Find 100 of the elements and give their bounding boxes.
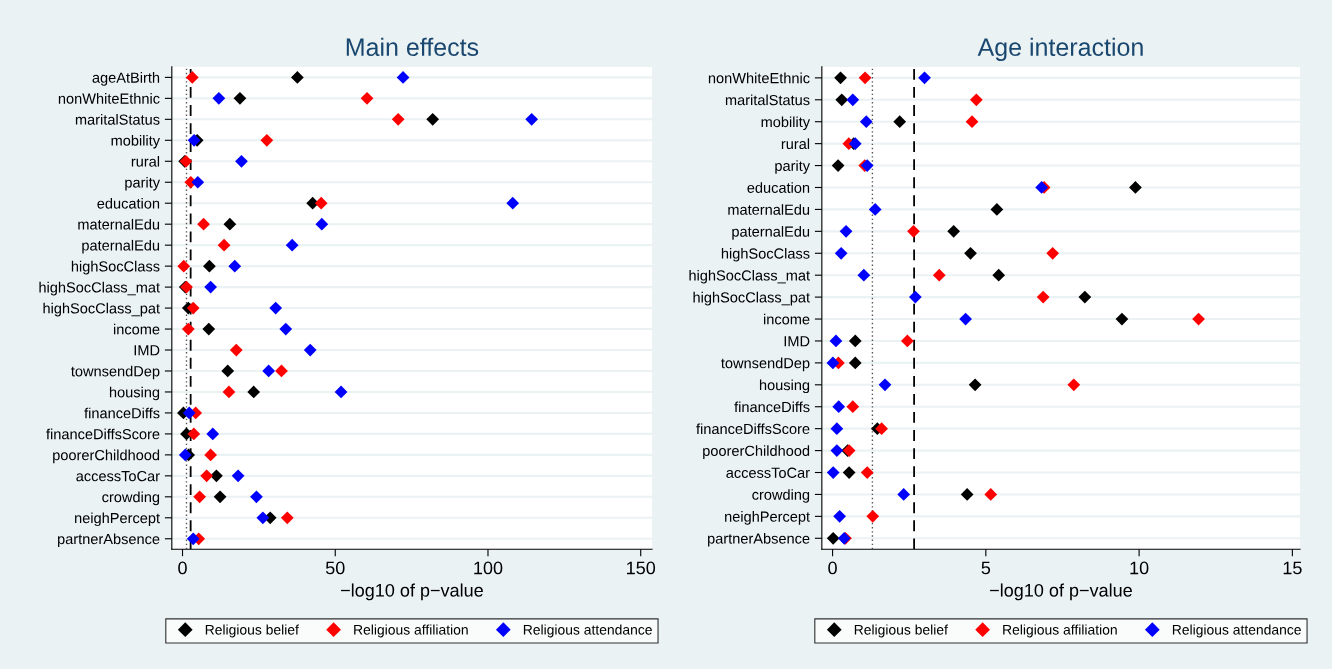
y-tick-label: education: [97, 197, 160, 209]
point: [984, 488, 998, 501]
y-tick-label: IMD: [784, 336, 810, 347]
point: [228, 259, 242, 273]
point: [223, 217, 237, 231]
y-tick-label: financeDiffs: [84, 407, 160, 419]
y-tick-label: income: [113, 323, 160, 335]
chart-title: Age interaction: [977, 37, 1143, 61]
point: [204, 280, 217, 294]
legend-label: Religious attendance: [1172, 624, 1301, 638]
point: [279, 322, 293, 336]
legend-label: Religious affiliation: [354, 624, 468, 638]
point: [848, 334, 862, 348]
point: [846, 400, 860, 414]
point: [908, 290, 922, 304]
x-tick-label: 0: [828, 561, 837, 575]
point: [260, 133, 274, 147]
point: [829, 334, 843, 348]
point: [285, 238, 299, 252]
y-tick-label: poorerChildhood: [703, 445, 810, 459]
point: [280, 511, 294, 525]
point: [826, 466, 840, 479]
point: [212, 91, 226, 105]
y-tick-label: highSocClass_mat: [39, 281, 160, 296]
y-tick-label: financeDiffsScore: [46, 428, 160, 440]
y-tick-label: maternalEdu: [78, 218, 160, 230]
point: [396, 71, 410, 84]
point: [875, 422, 888, 436]
point: [897, 488, 911, 501]
y-tick-label: parity: [775, 160, 811, 174]
point: [907, 224, 920, 238]
y-tick-label: housing: [109, 386, 160, 401]
point: [826, 531, 840, 545]
y-tick-label: highSocClass: [71, 260, 160, 275]
point: [315, 217, 329, 231]
point: [202, 322, 216, 336]
point: [314, 196, 328, 210]
y-tick-label: highSocClass: [721, 247, 810, 262]
point: [525, 112, 539, 126]
y-tick-label: neighPercept: [75, 512, 160, 527]
y-tick-label: neighPercept: [725, 511, 810, 525]
point: [229, 343, 243, 357]
point: [964, 246, 977, 260]
point: [193, 490, 206, 504]
point: [222, 385, 236, 399]
point: [947, 224, 961, 238]
point: [197, 217, 210, 231]
y-tick-label: crowding: [752, 489, 810, 503]
y-tick-label: rural: [781, 138, 810, 150]
point: [1129, 181, 1142, 194]
point: [181, 322, 195, 336]
y-tick-label: IMD: [134, 345, 160, 356]
point: [200, 469, 214, 483]
legend-label: Religious belief: [854, 624, 948, 638]
point: [178, 448, 192, 462]
point: [506, 196, 520, 210]
point: [233, 91, 247, 105]
y-tick-label: nonWhiteEthnic: [708, 72, 810, 84]
point: [291, 71, 304, 84]
y-tick-label: townsendDep: [71, 365, 160, 380]
y-tick-label: highSocClass_pat: [43, 302, 160, 317]
point: [848, 356, 862, 370]
x-tick-label: 5: [981, 561, 991, 575]
point: [1078, 290, 1092, 304]
point: [256, 511, 270, 525]
point: [204, 448, 217, 462]
x-tick-label: 100: [474, 561, 503, 575]
point: [834, 71, 847, 85]
point: [860, 466, 874, 479]
y-tick-label: financeDiffs: [734, 401, 810, 413]
point: [391, 112, 405, 126]
point: [360, 91, 374, 105]
point: [426, 112, 440, 126]
point: [191, 175, 205, 189]
point: [177, 259, 191, 273]
x-tick-label: 10: [1130, 561, 1149, 575]
point: [250, 490, 263, 504]
point: [830, 444, 844, 457]
x-tick-label: 0: [178, 561, 187, 575]
point: [859, 115, 873, 129]
point: [868, 203, 882, 216]
point: [206, 427, 220, 441]
point: [1046, 246, 1060, 260]
y-tick-label: income: [764, 313, 810, 325]
y-tick-label: maritalStatus: [75, 114, 160, 125]
point: [185, 71, 199, 84]
point: [839, 224, 853, 238]
point: [217, 238, 231, 252]
point: [831, 159, 845, 172]
y-tick-label: townsendDep: [721, 357, 810, 372]
y-tick-label: accessToCar: [726, 467, 810, 478]
point: [247, 385, 261, 399]
point: [969, 93, 983, 107]
point: [990, 203, 1004, 216]
chart-title: Main effects: [346, 37, 479, 57]
point: [834, 246, 848, 260]
y-tick-label: highSocClass_mat: [689, 269, 810, 284]
x-axis-title: −log10 of p−value: [990, 583, 1132, 601]
point: [901, 334, 914, 348]
y-tick-label: education: [747, 182, 810, 193]
